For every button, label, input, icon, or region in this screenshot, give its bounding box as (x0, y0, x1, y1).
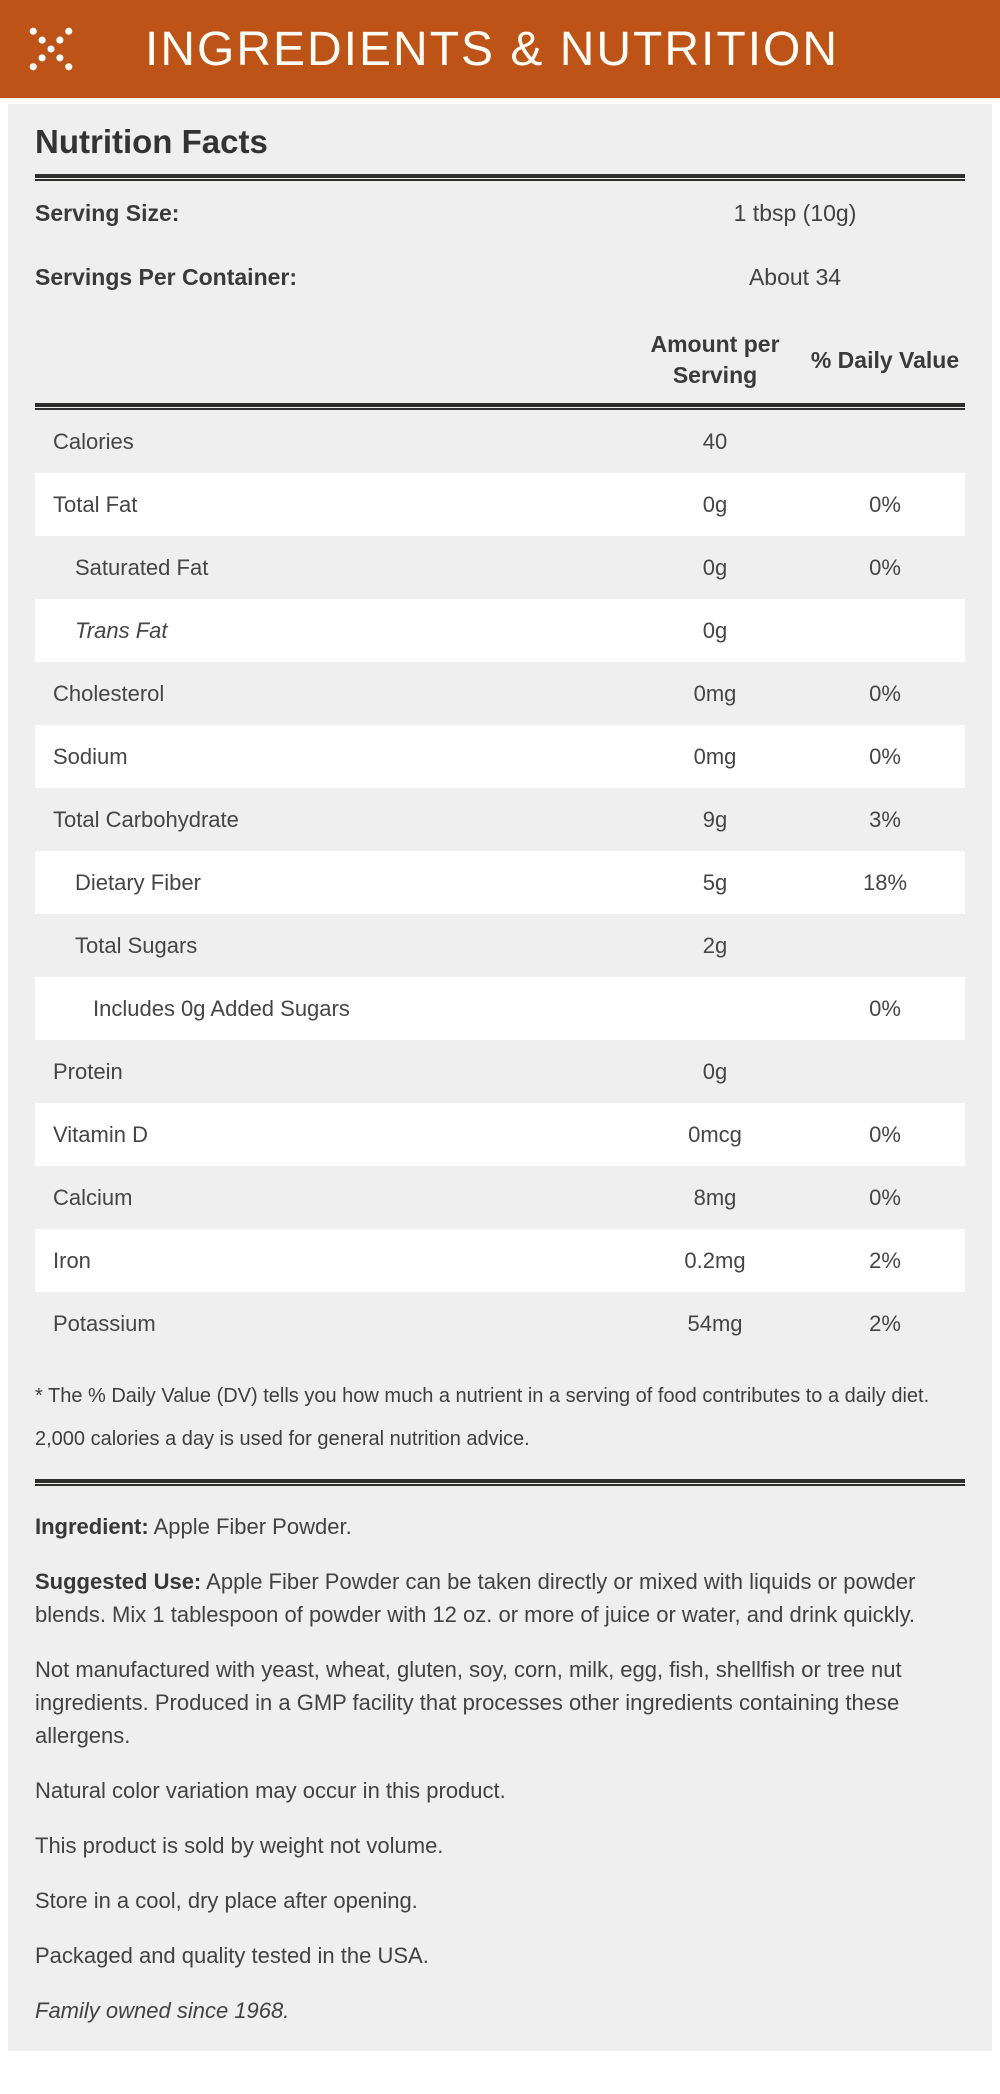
nutrient-amount: 5g (702, 869, 728, 895)
table-row-trans-fat: Trans Fat 0g (35, 599, 965, 662)
nutrient-label: Calcium (53, 1184, 133, 1210)
nutrient-amount: 0g (702, 617, 728, 643)
serving-size-value: 1 tbsp (10g) (733, 199, 857, 226)
note-packaged-usa: Packaged and quality tested in the USA. (35, 1943, 429, 1968)
nutrient-amount: 54mg (687, 1310, 743, 1336)
table-column-headers: Amount per Serving % Daily Value (35, 329, 965, 403)
nutrient-amount: 0g (702, 554, 728, 580)
nutrient-daily-value: 2% (869, 1247, 901, 1273)
section-header[interactable]: INGREDIENTS & NUTRITION (0, 0, 1000, 98)
ingredient-text: Apple Fiber Powder. (148, 1514, 352, 1539)
nutrient-label: Dietary Fiber (75, 869, 201, 895)
table-row-total-fat: Total Fat 0g 0% (35, 473, 965, 536)
table-row-total-carbohydrate: Total Carbohydrate 9g 3% (35, 788, 965, 851)
nutrient-label: Protein (53, 1058, 123, 1084)
note-storage: Store in a cool, dry place after opening… (35, 1888, 418, 1913)
suggested-use-paragraph: Suggested Use: Apple Fiber Powder can be… (35, 1565, 965, 1631)
nutrient-label: Includes 0g Added Sugars (93, 995, 350, 1021)
note-color-variation: Natural color variation may occur in thi… (35, 1778, 506, 1803)
nutrient-daily-value: 18% (862, 869, 908, 895)
nutrient-table: Calories 40 Total Fat 0g 0% Saturated Fa… (35, 410, 965, 1355)
table-row-protein: Protein 0g (35, 1040, 965, 1103)
ingredient-paragraph: Ingredient: Apple Fiber Powder. (35, 1510, 965, 1543)
table-row-calcium: Calcium 8mg 0% (35, 1166, 965, 1229)
table-row-added-sugars: Includes 0g Added Sugars 0% (35, 977, 965, 1040)
nutrient-daily-value: 2% (869, 1310, 901, 1336)
amount-per-serving-header: Amount per Serving (625, 329, 805, 391)
serving-size-label: Serving Size: (35, 199, 180, 226)
nutrient-amount: 0g (702, 1058, 728, 1084)
servings-per-container-value: About 34 (748, 263, 842, 290)
nutrient-daily-value: 0% (869, 743, 901, 769)
amount-header-line2: Serving (672, 362, 758, 388)
note-sold-by-weight: This product is sold by weight not volum… (35, 1833, 444, 1858)
nutrient-label: Total Fat (53, 491, 138, 517)
suggested-use-text: Apple Fiber Powder can be taken directly… (35, 1569, 916, 1627)
nutrient-amount: 9g (702, 806, 728, 832)
family-owned-tagline: Family owned since 1968. (35, 1998, 290, 2023)
nutrient-amount: 40 (702, 428, 728, 454)
nutrient-amount: 8mg (693, 1184, 737, 1210)
nutrient-label: Iron (53, 1247, 91, 1273)
nutrient-daily-value: 0% (869, 995, 901, 1021)
amount-header-line1: Amount per (650, 331, 780, 357)
nutrient-label: Total Carbohydrate (53, 806, 239, 832)
nutrient-label: Cholesterol (53, 680, 165, 706)
divider-rule-mid (35, 403, 965, 410)
divider-rule-top (35, 174, 965, 181)
nutrient-amount: 0.2mg (684, 1247, 746, 1273)
nutrient-daily-value: 3% (869, 806, 901, 832)
daily-value-header: % Daily Value (810, 346, 960, 373)
nutrient-daily-value: 0% (869, 1121, 901, 1147)
servings-per-container-label: Servings Per Container: (35, 263, 298, 290)
table-row-potassium: Potassium 54mg 2% (35, 1292, 965, 1355)
nutrition-facts-title: Nutrition Facts (35, 123, 268, 160)
nutrient-label: Trans Fat (75, 617, 168, 643)
table-row-calories: Calories 40 (35, 410, 965, 473)
nutrient-daily-value: 0% (869, 554, 901, 580)
servings-per-container-row: Servings Per Container: About 34 (35, 245, 965, 309)
section-title: INGREDIENTS & NUTRITION (145, 22, 840, 76)
dotted-x-icon (29, 27, 73, 71)
daily-value-footnote: * The % Daily Value (DV) tells you how m… (35, 1385, 930, 1450)
nutrient-daily-value: 0% (869, 1184, 901, 1210)
serving-size-row: Serving Size: 1 tbsp (10g) (35, 181, 965, 245)
table-row-vitamin-d: Vitamin D 0mcg 0% (35, 1103, 965, 1166)
table-row-cholesterol: Cholesterol 0mg 0% (35, 662, 965, 725)
nutrient-daily-value: 0% (869, 491, 901, 517)
nutrient-label: Total Sugars (75, 932, 198, 958)
nutrient-amount: 0mg (693, 743, 737, 769)
nutrient-daily-value: 0% (869, 680, 901, 706)
allergen-paragraph: Not manufactured with yeast, wheat, glut… (35, 1657, 902, 1748)
nutrient-amount: 0mg (693, 680, 737, 706)
ingredient-label: Ingredient: (35, 1514, 149, 1539)
nutrient-amount: 0g (702, 491, 728, 517)
nutrient-label: Calories (53, 428, 134, 454)
suggested-use-label: Suggested Use: (35, 1569, 202, 1594)
table-row-dietary-fiber: Dietary Fiber 5g 18% (35, 851, 965, 914)
table-row-iron: Iron 0.2mg 2% (35, 1229, 965, 1292)
nutrition-panel: Nutrition Facts Serving Size: 1 tbsp (10… (8, 104, 992, 2051)
nutrient-label: Potassium (53, 1310, 156, 1336)
nutrient-amount: 2g (702, 932, 728, 958)
table-row-total-sugars: Total Sugars 2g (35, 914, 965, 977)
table-row-saturated-fat: Saturated Fat 0g 0% (35, 536, 965, 599)
nutrient-amount: 0mcg (688, 1121, 742, 1147)
table-row-sodium: Sodium 0mg 0% (35, 725, 965, 788)
divider-rule-bottom (35, 1479, 965, 1486)
nutrient-label: Vitamin D (53, 1121, 148, 1147)
nutrient-label: Sodium (53, 743, 128, 769)
nutrient-label: Saturated Fat (75, 554, 209, 580)
